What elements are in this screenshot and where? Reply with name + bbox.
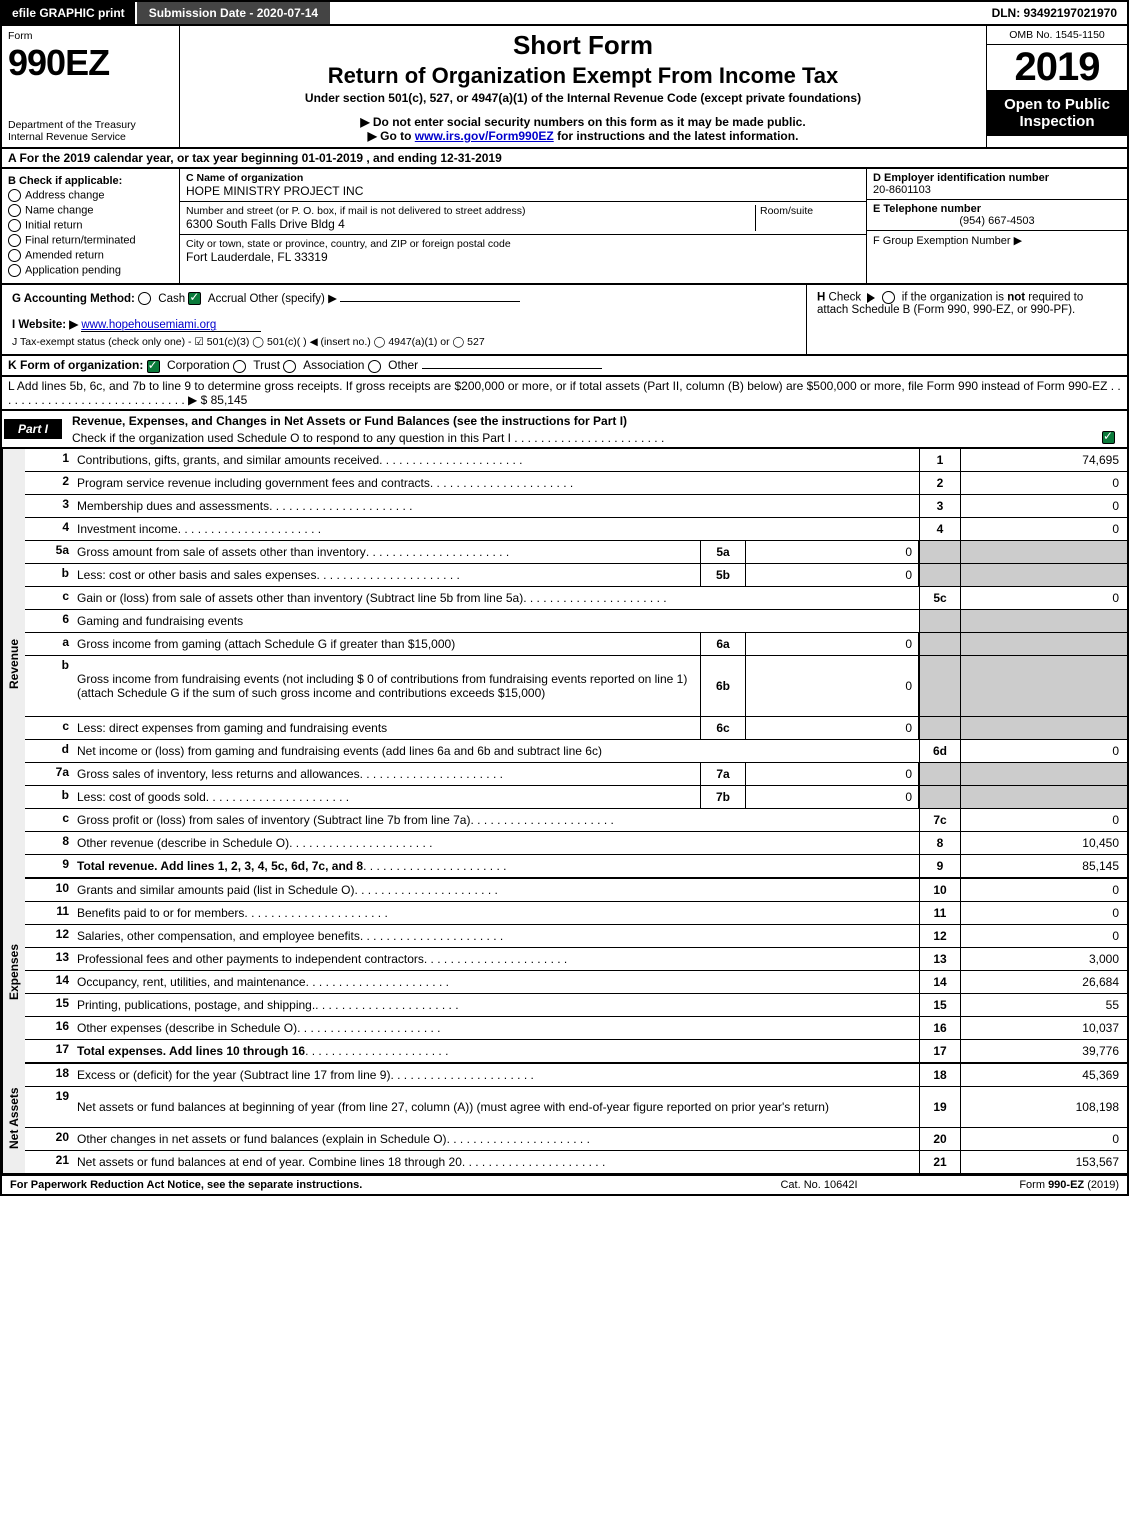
- line17-amount: 39,776: [960, 1040, 1127, 1062]
- line6c-subval: 0: [746, 717, 919, 739]
- chk-schedule-o[interactable]: [1102, 431, 1115, 444]
- line5b-subval: 0: [746, 564, 919, 586]
- irs-label: Internal Revenue Service: [8, 131, 173, 143]
- h-check: H Check if the organization is not requi…: [806, 285, 1127, 354]
- submission-date: Submission Date - 2020-07-14: [137, 2, 330, 24]
- line6a-subval: 0: [746, 633, 919, 655]
- chk-application-pending[interactable]: [8, 264, 21, 277]
- dept-treasury: Department of the Treasury: [8, 119, 173, 131]
- form-header: Form 990EZ Department of the Treasury In…: [0, 26, 1129, 149]
- chk-amended-return[interactable]: [8, 249, 21, 262]
- gross-receipts-value: $ 85,145: [201, 393, 248, 407]
- chk-schedule-b[interactable]: [882, 291, 895, 304]
- room-suite-label: Room/suite: [755, 205, 860, 231]
- website-link[interactable]: www.hopehousemiami.org: [81, 319, 261, 332]
- expenses-section: Expenses 10Grants and similar amounts pa…: [0, 879, 1129, 1064]
- chk-other-org[interactable]: [368, 360, 381, 373]
- form-number: 990EZ: [8, 42, 173, 84]
- line1-amount: 74,695: [960, 449, 1127, 471]
- line2-amount: 0: [960, 472, 1127, 494]
- org-street: 6300 South Falls Drive Bldg 4: [186, 217, 755, 231]
- netassets-sidelabel: Net Assets: [2, 1064, 25, 1173]
- line6b-subval: 0: [746, 656, 919, 716]
- line4-amount: 0: [960, 518, 1127, 540]
- line15-amount: 55: [960, 994, 1127, 1016]
- line13-amount: 3,000: [960, 948, 1127, 970]
- org-info-grid: B Check if applicable: Address change Na…: [0, 169, 1129, 285]
- open-to-public: Open to Public Inspection: [987, 90, 1127, 136]
- part1-title: Revenue, Expenses, and Changes in Net As…: [64, 411, 1127, 431]
- ein-value: 20-8601103: [873, 184, 931, 196]
- chk-association[interactable]: [283, 360, 296, 373]
- chk-accrual[interactable]: [188, 292, 201, 305]
- line9-amount: 85,145: [960, 855, 1127, 877]
- dln: DLN: 93492197021970: [982, 2, 1127, 24]
- col-b-checkboxes: B Check if applicable: Address change Na…: [2, 169, 180, 283]
- line10-amount: 0: [960, 879, 1127, 901]
- l-gross-receipts: L Add lines 5b, 6c, and 7b to line 9 to …: [0, 377, 1129, 411]
- line3-amount: 0: [960, 495, 1127, 517]
- chk-final-return[interactable]: [8, 234, 21, 247]
- line21-amount: 153,567: [960, 1151, 1127, 1173]
- form-word: Form: [8, 30, 173, 42]
- telephone-value: (954) 667-4503: [873, 215, 1121, 227]
- irs-link[interactable]: www.irs.gov/Form990EZ: [415, 129, 554, 143]
- part1-check-note: Check if the organization used Schedule …: [72, 431, 1102, 445]
- note-goto: ▶ Go to www.irs.gov/Form990EZ for instru…: [188, 129, 978, 143]
- line7b-subval: 0: [746, 786, 919, 808]
- revenue-sidelabel: Revenue: [2, 449, 25, 879]
- page-footer: For Paperwork Reduction Act Notice, see …: [0, 1175, 1129, 1196]
- subtitle: Under section 501(c), 527, or 4947(a)(1)…: [188, 91, 978, 105]
- tax-year: 2019: [987, 44, 1127, 90]
- part1-header: Part I Revenue, Expenses, and Changes in…: [0, 411, 1129, 449]
- part1-label: Part I: [4, 419, 62, 439]
- line7c-amount: 0: [960, 809, 1127, 831]
- line12-amount: 0: [960, 925, 1127, 947]
- org-city: Fort Lauderdale, FL 33319: [186, 250, 860, 264]
- chk-trust[interactable]: [233, 360, 246, 373]
- line16-amount: 10,037: [960, 1017, 1127, 1039]
- chk-name-change[interactable]: [8, 204, 21, 217]
- chk-initial-return[interactable]: [8, 219, 21, 232]
- line18-amount: 45,369: [960, 1064, 1127, 1086]
- triangle-icon: [867, 293, 875, 303]
- form-footer-label: Form 990-EZ (2019): [919, 1179, 1119, 1191]
- line5c-amount: 0: [960, 587, 1127, 609]
- netassets-section: Net Assets 18Excess or (deficit) for the…: [0, 1064, 1129, 1175]
- line6d-amount: 0: [960, 740, 1127, 762]
- line7a-subval: 0: [746, 763, 919, 785]
- omb-number: OMB No. 1545-1150: [987, 26, 1127, 44]
- line11-amount: 0: [960, 902, 1127, 924]
- expenses-sidelabel: Expenses: [2, 879, 25, 1064]
- line8-amount: 10,450: [960, 832, 1127, 854]
- title-return: Return of Organization Exempt From Incom…: [188, 63, 978, 89]
- tax-period: A For the 2019 calendar year, or tax yea…: [0, 149, 1129, 169]
- org-name: HOPE MINISTRY PROJECT INC: [186, 184, 860, 198]
- group-exemption: F Group Exemption Number ▶: [867, 231, 1127, 250]
- accounting-website-row: G Accounting Method: Cash Accrual Other …: [0, 285, 1129, 356]
- efile-print-button[interactable]: efile GRAPHIC print: [2, 2, 137, 24]
- revenue-section: Revenue 1Contributions, gifts, grants, a…: [0, 449, 1129, 879]
- chk-corporation[interactable]: [147, 360, 160, 373]
- chk-address-change[interactable]: [8, 189, 21, 202]
- cat-no: Cat. No. 10642I: [719, 1179, 919, 1191]
- paperwork-notice: For Paperwork Reduction Act Notice, see …: [10, 1179, 719, 1191]
- note-ssn: ▶ Do not enter social security numbers o…: [188, 115, 978, 129]
- line19-amount: 108,198: [960, 1087, 1127, 1127]
- line14-amount: 26,684: [960, 971, 1127, 993]
- tax-exempt-status: J Tax-exempt status (check only one) - ☑…: [12, 336, 796, 348]
- line20-amount: 0: [960, 1128, 1127, 1150]
- title-short-form: Short Form: [188, 30, 978, 61]
- k-form-of-org: K Form of organization: Corporation Trus…: [0, 356, 1129, 376]
- line5a-subval: 0: [746, 541, 919, 563]
- top-bar: efile GRAPHIC print Submission Date - 20…: [0, 0, 1129, 26]
- chk-cash[interactable]: [138, 292, 151, 305]
